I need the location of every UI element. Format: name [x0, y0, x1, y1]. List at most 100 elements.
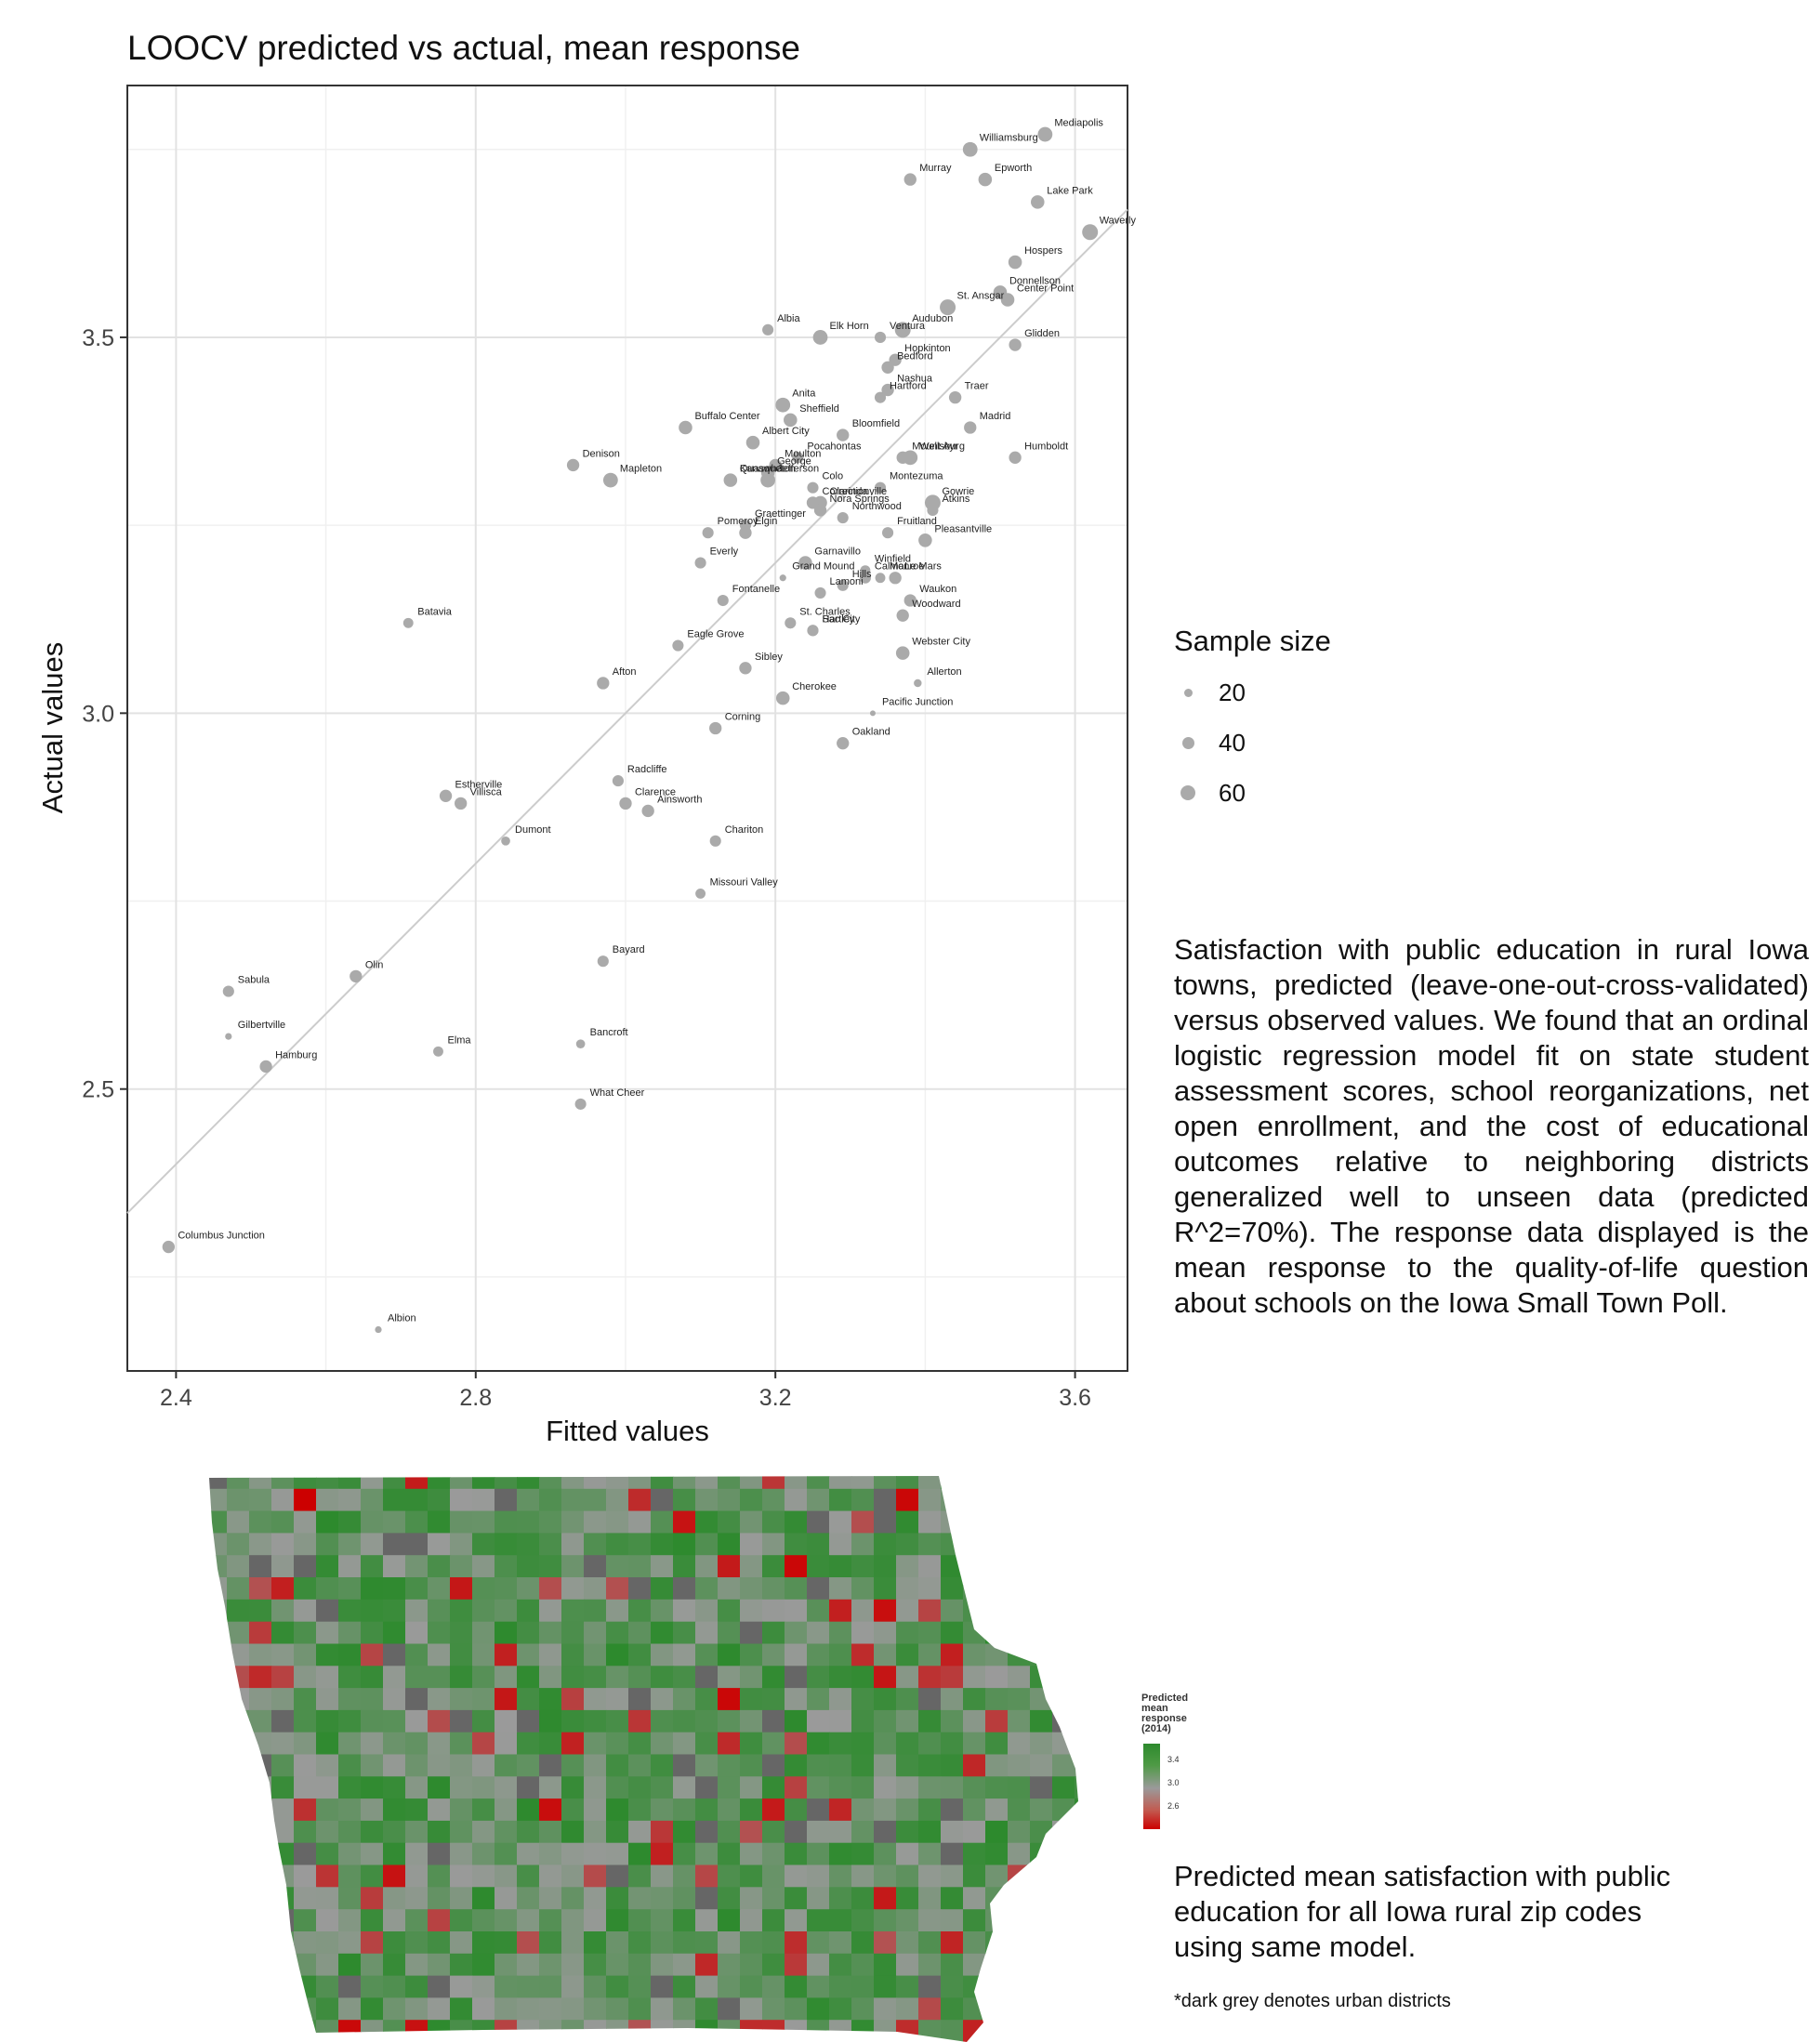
map-region [628, 1953, 652, 1977]
map-region [450, 1776, 473, 1799]
map-region [539, 1798, 562, 1822]
map-region [807, 1754, 830, 1777]
point-label: Gilbertville [238, 1020, 285, 1031]
map-region [294, 2020, 317, 2042]
map-region [941, 1798, 964, 1822]
point-label: Murray [919, 163, 952, 174]
map-region [209, 2020, 228, 2042]
map-region [785, 1776, 808, 1799]
map-region [316, 1476, 339, 1490]
map-region [495, 1732, 518, 1756]
map-region [405, 1864, 429, 1888]
data-point [813, 504, 827, 517]
map-region [1075, 1510, 1078, 1534]
map-region [740, 1732, 763, 1756]
map-region [1075, 1798, 1078, 1822]
map-region [1030, 1842, 1053, 1866]
map-region [294, 1621, 317, 1645]
map-region [606, 1688, 629, 1711]
map-region [227, 1776, 250, 1799]
data-point [962, 141, 978, 157]
legend-label: 20 [1219, 678, 1246, 706]
map-region [807, 1621, 830, 1645]
map-region [1030, 1666, 1053, 1689]
map-region [785, 1510, 808, 1534]
map-region [874, 1709, 897, 1733]
map-region [383, 1709, 406, 1733]
data-point [762, 323, 774, 336]
map-region [1008, 2020, 1031, 2042]
map-region [428, 1643, 451, 1667]
map-region [517, 1476, 540, 1490]
map-region [405, 1476, 429, 1490]
data-point [162, 1240, 175, 1254]
map-region [405, 2020, 429, 2042]
map-region [539, 1842, 562, 1866]
point-label: Sabula [238, 975, 270, 986]
map-region [762, 1688, 785, 1711]
map-region [1030, 1555, 1053, 1578]
map-region [941, 1732, 964, 1756]
map-region [673, 1533, 696, 1556]
map-region [249, 1776, 272, 1799]
map-region [316, 1754, 339, 1777]
map-region [829, 1709, 852, 1733]
map-region [851, 1577, 875, 1601]
map-region [209, 1975, 228, 1998]
map-region [941, 1666, 964, 1689]
map-region [762, 1820, 785, 1844]
point-label: Everly [710, 547, 739, 558]
map-region [209, 1842, 228, 1866]
map-region [227, 1864, 250, 1888]
point-label: Bayard [613, 944, 645, 955]
map-region [985, 1953, 1009, 1977]
map-region [1008, 1798, 1031, 1822]
map-region [785, 1476, 808, 1490]
map-region [517, 1621, 540, 1645]
map-region [740, 1666, 763, 1689]
map-region [405, 1643, 429, 1667]
map-region [874, 1688, 897, 1711]
map-region [673, 1510, 696, 1534]
map-region [896, 1621, 919, 1645]
map-region [338, 1864, 362, 1888]
map-region [874, 1577, 897, 1601]
map-region [517, 1754, 540, 1777]
map-region [361, 1533, 384, 1556]
map-region [1075, 1776, 1078, 1799]
map-region [450, 1842, 473, 1866]
map-region [517, 1555, 540, 1578]
map-region [271, 1688, 295, 1711]
map-region [361, 2020, 384, 2042]
map-region [1075, 1909, 1078, 1932]
map-region [1008, 1820, 1031, 1844]
map-region [606, 1643, 629, 1667]
data-point [709, 835, 721, 847]
map-region [383, 1975, 406, 1998]
map-region [271, 1931, 295, 1955]
map-region [673, 1709, 696, 1733]
map-region [517, 1599, 540, 1623]
map-region [1030, 1488, 1053, 1512]
map-region [606, 1820, 629, 1844]
point-label: Jefferson [777, 464, 819, 475]
map-region [249, 1643, 272, 1667]
map-region [338, 1842, 362, 1866]
point-label: Hartford [890, 381, 927, 392]
map-region [517, 1533, 540, 1556]
point-label: Pacific Junction [882, 696, 953, 707]
data-point [882, 527, 894, 539]
map-region [606, 1864, 629, 1888]
plot-panel [126, 85, 1128, 1372]
map-region [829, 1909, 852, 1932]
map-region [829, 1476, 852, 1490]
point-label: Garnavillo [814, 547, 861, 558]
map-region [918, 1643, 942, 1667]
map-region [338, 1577, 362, 1601]
map-region [673, 1820, 696, 1844]
map-region [1008, 1621, 1031, 1645]
map-region [338, 1533, 362, 1556]
point-label: Grand Mound [792, 561, 854, 573]
map-region [851, 1488, 875, 1512]
map-region [918, 1732, 942, 1756]
